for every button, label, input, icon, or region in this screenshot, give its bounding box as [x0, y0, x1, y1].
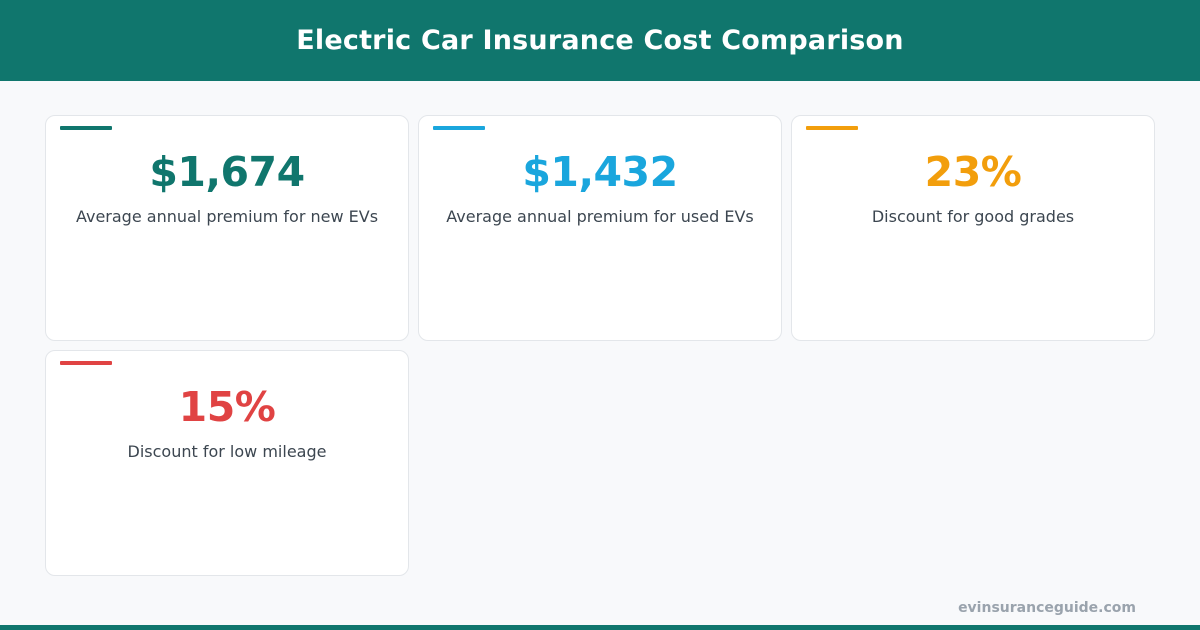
stat-label: Discount for good grades — [871, 207, 1075, 226]
card-accent-bar — [433, 126, 485, 130]
stat-card-new-ev-premium: $1,674 Average annual premium for new EV… — [45, 115, 409, 341]
stat-label: Average annual premium for new EVs — [75, 207, 379, 226]
footer-bar — [0, 625, 1200, 630]
stat-card-grid: $1,674 Average annual premium for new EV… — [45, 115, 1155, 576]
stat-value: $1,674 — [149, 148, 305, 196]
header-banner: Electric Car Insurance Cost Comparison — [0, 0, 1200, 81]
card-accent-bar — [806, 126, 858, 130]
stat-value: $1,432 — [522, 148, 678, 196]
stat-label: Discount for low mileage — [127, 442, 327, 461]
card-accent-bar — [60, 361, 112, 365]
stat-value: 23% — [924, 148, 1022, 196]
stat-card-used-ev-premium: $1,432 Average annual premium for used E… — [418, 115, 782, 341]
page-title: Electric Car Insurance Cost Comparison — [296, 25, 904, 56]
stat-card-low-mileage-discount: 15% Discount for low mileage — [45, 350, 409, 576]
footer-brand-link[interactable]: evinsuranceguide.com — [958, 600, 1136, 616]
card-accent-bar — [60, 126, 112, 130]
stat-card-good-grades-discount: 23% Discount for good grades — [791, 115, 1155, 341]
stat-label: Average annual premium for used EVs — [446, 207, 754, 226]
stat-value: 15% — [178, 383, 276, 431]
